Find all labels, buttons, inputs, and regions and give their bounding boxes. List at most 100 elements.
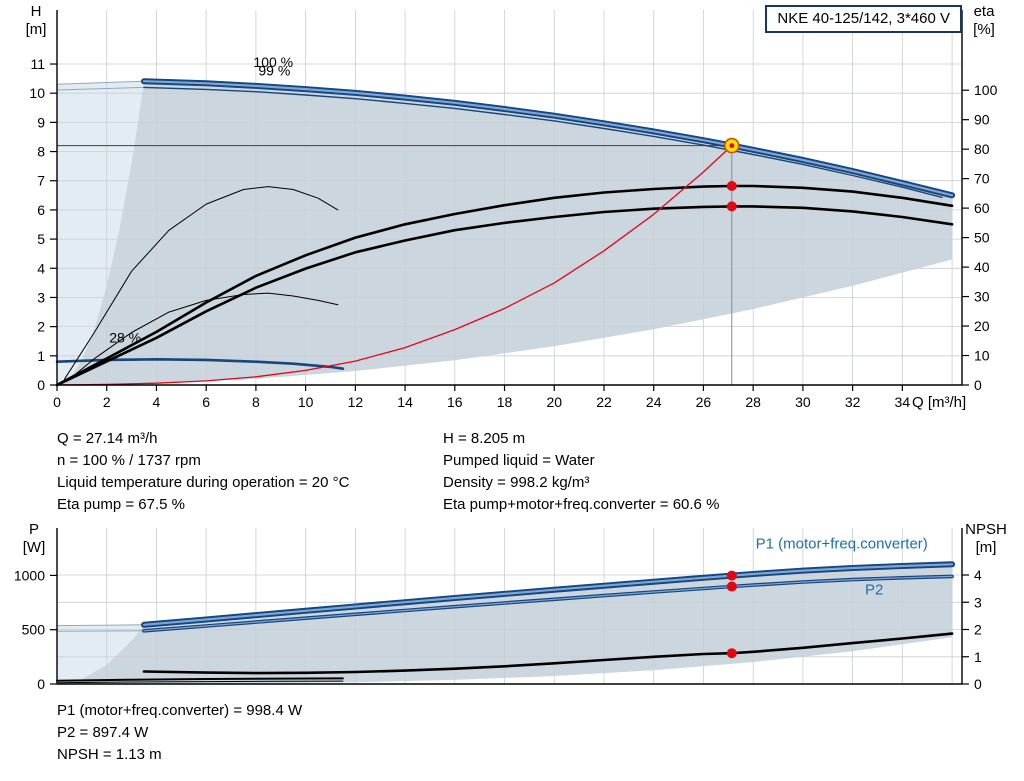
- chart-label: eta: [974, 3, 996, 20]
- chart-label: 1: [974, 649, 982, 665]
- eta-total-line: Eta pump+motor+freq.converter = 60.6 %: [443, 496, 720, 513]
- pump-curve-99-pct: [143, 86, 943, 199]
- power-data-column: P1 (motor+freq.converter) = 998.4 W P2 =…: [57, 700, 302, 766]
- duty-data-left-column: Q = 27.14 m³/h n = 100 % / 1737 rpm Liqu…: [57, 428, 349, 516]
- p1-min-speed-curve: [56, 677, 344, 682]
- chart-label: 20: [546, 394, 562, 410]
- chart-label: 24: [646, 394, 662, 410]
- chart-label: 26: [696, 394, 712, 410]
- power-arc-reduced-speed: [68, 292, 339, 380]
- npsh-curve: [142, 632, 954, 675]
- chart-label: P: [29, 521, 39, 538]
- chart-label: 12: [348, 394, 364, 410]
- chart-label: [%]: [973, 21, 995, 38]
- chart-label: 99 %: [258, 63, 290, 79]
- chart-label: 14: [397, 394, 413, 410]
- chart-label: 500: [22, 622, 46, 638]
- chart-label: 28 %: [109, 330, 141, 346]
- p1-line: P1 (motor+freq.converter) = 998.4 W: [57, 702, 303, 719]
- head-line: H = 8.205 m: [443, 430, 526, 447]
- liquid-temperature-line: Liquid temperature during operation = 20…: [57, 474, 350, 491]
- chart-label: 5: [37, 231, 45, 247]
- density-line: Density = 998.2 kg/m³: [443, 474, 590, 491]
- p2-min-speed-curve: [56, 680, 344, 684]
- chart-label: [m]: [26, 21, 47, 38]
- chart-label: 10: [298, 394, 314, 410]
- chart-label: 8: [252, 394, 260, 410]
- chart-label: 100 %: [253, 54, 293, 70]
- power-envelope-light-region: [57, 624, 144, 684]
- chart-label: 2: [103, 394, 111, 410]
- p2-line: P2 = 897.4 W: [57, 724, 149, 741]
- chart-label: 0: [53, 394, 61, 410]
- chart-label: 28: [745, 394, 761, 410]
- chart-label: 4: [974, 567, 982, 583]
- chart-label: 3: [37, 289, 45, 305]
- speed-line: n = 100 % / 1737 rpm: [57, 452, 201, 469]
- chart-label: 34: [895, 394, 911, 410]
- eta-pump-line: Eta pump = 67.5 %: [57, 496, 185, 513]
- chart-label: 7: [37, 173, 45, 189]
- chart-label: 8: [37, 144, 45, 160]
- chart-label: 10: [29, 85, 45, 101]
- eta-arc-reduced-speed: [64, 186, 339, 380]
- chart-label: 0: [974, 676, 982, 692]
- chart-label: 90: [974, 112, 990, 128]
- chart-label: 50: [974, 230, 990, 246]
- chart-label: 6: [37, 202, 45, 218]
- chart-label: 60: [974, 200, 990, 216]
- p1-duty-dot: [726, 570, 737, 581]
- p2-duty-dot: [726, 581, 737, 592]
- npsh-duty-dot: [726, 648, 737, 659]
- chart-label: 18: [497, 394, 513, 410]
- eta-total-curve: [55, 205, 954, 387]
- p2-extension: [56, 630, 145, 632]
- chart-label: P2: [865, 581, 883, 598]
- chart-label: 0: [974, 377, 982, 393]
- chart-label: 70: [974, 171, 990, 187]
- chart-label: NPSH: [965, 521, 1007, 538]
- chart-label: 1: [37, 348, 45, 364]
- flow-line: Q = 27.14 m³/h: [57, 430, 158, 447]
- p2-curve: [143, 575, 953, 632]
- chart-label: 0: [37, 377, 45, 393]
- chart-label: 9: [37, 114, 45, 130]
- chart-label: 2: [37, 319, 45, 335]
- chart-label: 30: [974, 289, 990, 305]
- chart-label: 11: [30, 56, 45, 72]
- chart-label: [W]: [23, 539, 46, 556]
- chart-label: 16: [447, 394, 463, 410]
- eta-total-duty-dot: [726, 201, 737, 212]
- chart-label: 20: [974, 318, 990, 334]
- duty-point-center: [729, 143, 735, 148]
- eta-pump-curve: [55, 184, 954, 387]
- chart-label: 3: [974, 594, 982, 610]
- duty-data-right-column: H = 8.205 m Pumped liquid = Water Densit…: [443, 428, 719, 516]
- control-curve: [56, 144, 733, 386]
- p1-extension: [56, 624, 145, 627]
- chart-label: P1 (motor+freq.converter): [756, 535, 928, 552]
- chart-label: 40: [974, 259, 990, 275]
- chart-label: 80: [974, 141, 990, 157]
- chart-label: 100: [974, 82, 998, 98]
- pumped-liquid-line: Pumped liquid = Water: [443, 452, 595, 469]
- chart-label: 6: [202, 394, 210, 410]
- npsh-line: NPSH = 1.13 m: [57, 746, 162, 763]
- eta-pump-duty-dot: [726, 181, 737, 192]
- chart-label: 22: [596, 394, 612, 410]
- chart-label: 30: [795, 394, 811, 410]
- chart-label: 0: [37, 676, 45, 692]
- chart-label: 4: [153, 394, 161, 410]
- power-npsh-chart: 0 500 1000 0 1 2 3 4 P[W] NPSH[m] P1 (motor+freq.c…: [14, 521, 1007, 692]
- chart-label: 10: [974, 348, 990, 364]
- chart-label: [m]: [976, 539, 997, 556]
- curve-extension-lower: [56, 86, 145, 91]
- envelope-light-region: [57, 81, 144, 385]
- pump-model-title: NKE 40-125/142, 3*460 V: [765, 5, 962, 33]
- chart-label: 2: [974, 622, 982, 638]
- pump-curve-100-pct: [142, 80, 954, 197]
- chart-label: 1000: [14, 567, 45, 583]
- chart-label: H: [31, 3, 42, 20]
